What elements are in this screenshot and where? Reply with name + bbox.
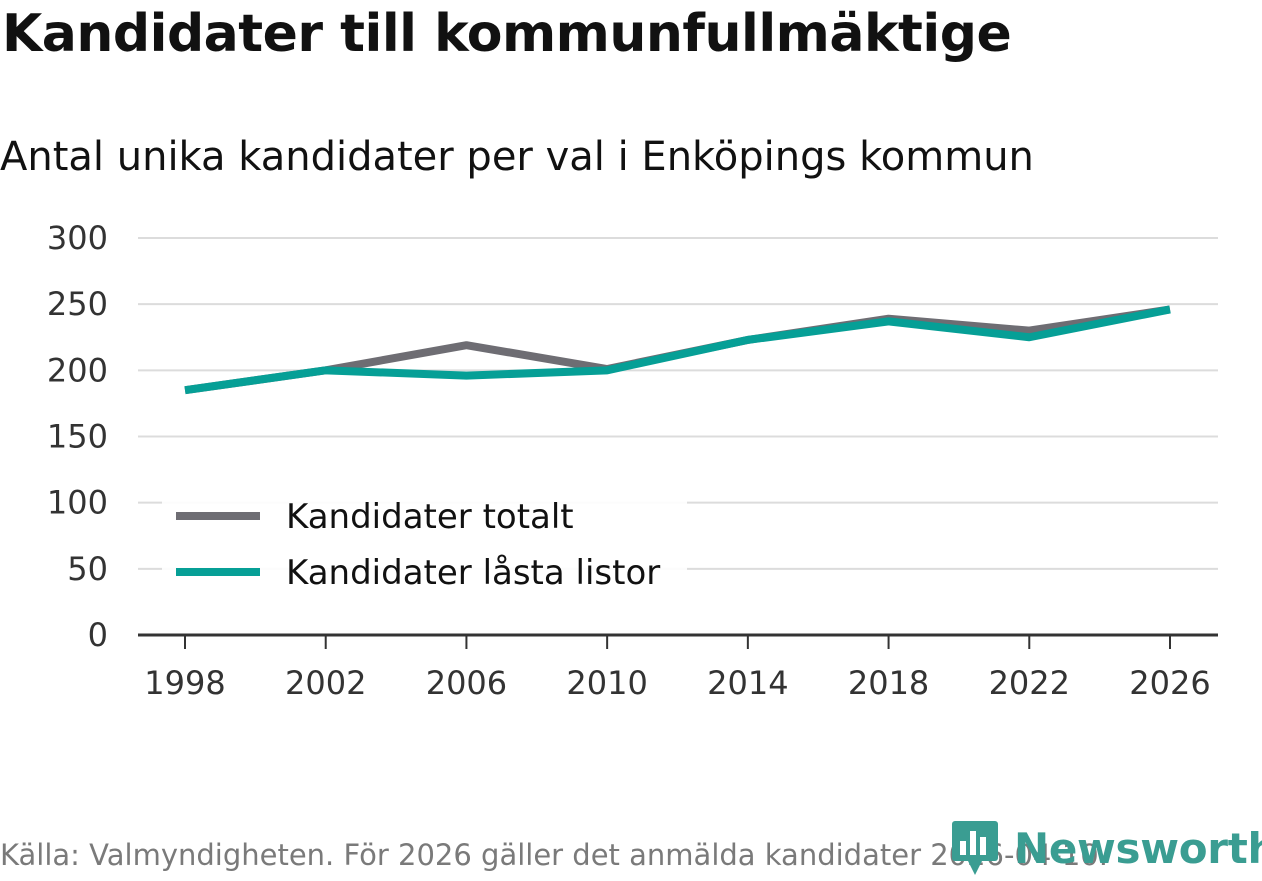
x-tick-label: 2006 — [426, 664, 507, 702]
series-line-1 — [184, 305, 1171, 395]
chart-subtitle: Antal unika kandidater per val i Enköpin… — [0, 134, 1034, 180]
y-tick-label: 250 — [47, 285, 108, 323]
x-tick-label: 2002 — [285, 664, 366, 702]
series-lines — [184, 305, 1171, 395]
source-note: Källa: Valmyndigheten. För 2026 gäller d… — [0, 838, 1108, 872]
x-tick-label: 2026 — [1129, 664, 1210, 702]
y-tick-label: 100 — [47, 484, 108, 522]
x-tick-label: 2010 — [566, 664, 647, 702]
y-tick-label: 200 — [47, 351, 108, 389]
brand-name: Newsworthy — [1014, 823, 1262, 873]
legend-label-0: Kandidater totalt — [286, 497, 574, 537]
series-line-0 — [184, 305, 1171, 395]
y-tick-label: 150 — [47, 418, 108, 456]
x-tick-label: 2018 — [848, 664, 929, 702]
x-tick-label: 2014 — [707, 664, 788, 702]
legend: Kandidater totalt Kandidater låsta listor — [162, 488, 687, 613]
x-axis: 1998 2002 2006 2010 2014 2018 2022 2026 — [138, 633, 1218, 702]
x-tick-label: 1998 — [144, 664, 225, 702]
x-tick-label: 2022 — [989, 664, 1070, 702]
chart-title: Kandidater till kommunfullmäktige — [2, 4, 1012, 64]
legend-label-1: Kandidater låsta listor — [286, 553, 660, 593]
line-chart: 0 50 100 150 200 250 300 1998 2002 2006 2010 2014 2… — [47, 219, 1218, 702]
legend-background — [162, 488, 687, 613]
y-tick-label: 0 — [88, 616, 108, 654]
brand-logo: Newsworthy — [950, 818, 1262, 878]
y-tick-label: 300 — [47, 219, 108, 257]
y-axis-ticks: 0 50 100 150 200 250 300 — [47, 219, 108, 654]
y-tick-label: 50 — [67, 550, 108, 588]
newsworthy-logo-icon — [950, 819, 1000, 877]
